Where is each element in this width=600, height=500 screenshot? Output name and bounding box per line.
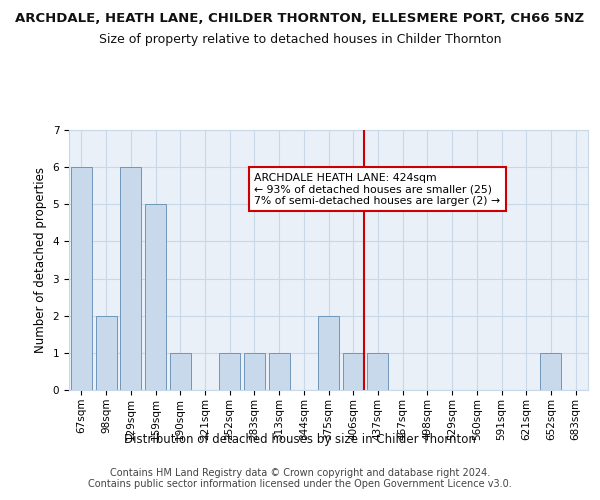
Bar <box>145 204 166 390</box>
Text: Contains HM Land Registry data © Crown copyright and database right 2024.
Contai: Contains HM Land Registry data © Crown c… <box>88 468 512 489</box>
Bar <box>219 353 240 390</box>
Bar <box>367 353 388 390</box>
Y-axis label: Number of detached properties: Number of detached properties <box>34 167 47 353</box>
Text: Size of property relative to detached houses in Childer Thornton: Size of property relative to detached ho… <box>99 32 501 46</box>
Bar <box>120 167 141 390</box>
Bar <box>541 353 562 390</box>
Bar <box>269 353 290 390</box>
Text: Distribution of detached houses by size in Childer Thornton: Distribution of detached houses by size … <box>124 432 476 446</box>
Bar <box>343 353 364 390</box>
Bar <box>318 316 339 390</box>
Bar <box>71 167 92 390</box>
Text: ARCHDALE HEATH LANE: 424sqm
← 93% of detached houses are smaller (25)
7% of semi: ARCHDALE HEATH LANE: 424sqm ← 93% of det… <box>254 172 500 206</box>
Bar <box>170 353 191 390</box>
Bar <box>244 353 265 390</box>
Bar <box>95 316 116 390</box>
Text: ARCHDALE, HEATH LANE, CHILDER THORNTON, ELLESMERE PORT, CH66 5NZ: ARCHDALE, HEATH LANE, CHILDER THORNTON, … <box>16 12 584 26</box>
